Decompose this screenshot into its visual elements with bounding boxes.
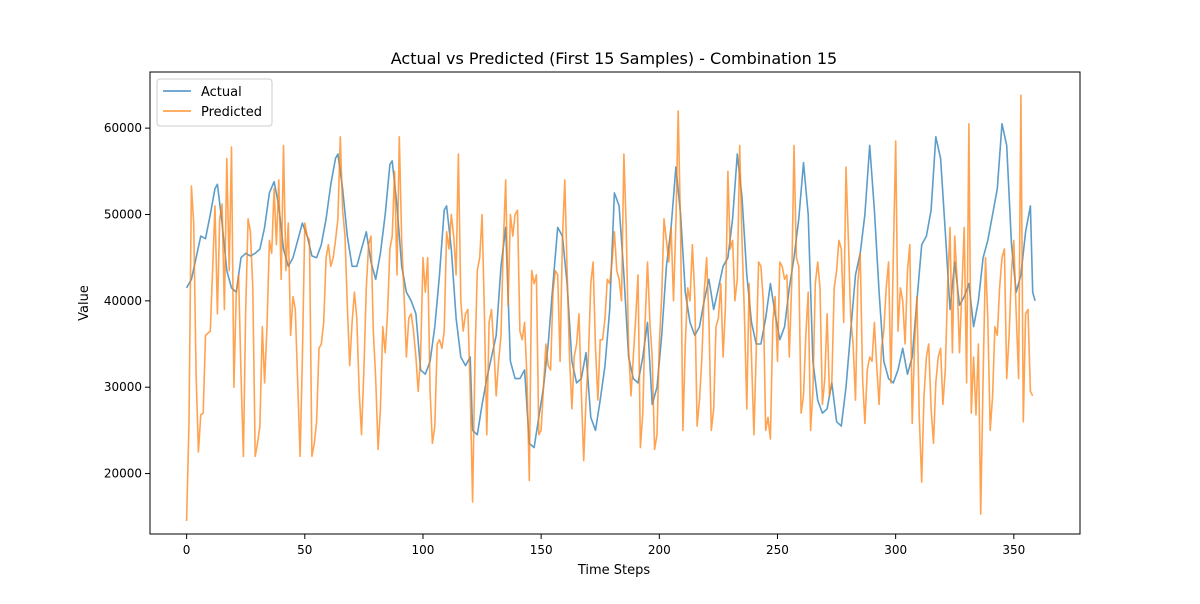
legend-label-predicted: Predicted [201, 105, 262, 120]
plot-frame [149, 71, 1081, 535]
plot-area [185, 94, 1036, 522]
x-tick-label: 0 [183, 543, 191, 557]
y-axis: 20000 30000 40000 50000 60000 [104, 121, 150, 481]
y-axis-label: Value [77, 285, 92, 321]
y-tick-label: 40000 [104, 294, 142, 308]
legend-label-actual: Actual [201, 85, 242, 100]
x-axis: 0 50 100 150 200 250 300 350 [183, 534, 1025, 557]
x-tick-label: 350 [1002, 543, 1025, 557]
x-tick-label: 150 [530, 543, 553, 557]
x-tick-label: 300 [884, 543, 907, 557]
x-tick-label: 50 [297, 543, 312, 557]
y-tick-label: 30000 [104, 380, 142, 394]
x-tick-label: 250 [766, 543, 789, 557]
chart-title: Actual vs Predicted (First 15 Samples) -… [391, 49, 837, 68]
x-tick-label: 200 [648, 543, 671, 557]
x-tick-label: 100 [412, 543, 435, 557]
y-tick-label: 20000 [104, 467, 142, 481]
y-tick-label: 60000 [104, 121, 142, 135]
series-line-predicted [185, 94, 1034, 522]
x-axis-label: Time Steps [577, 563, 651, 578]
y-tick-label: 50000 [104, 207, 142, 221]
legend: Actual Predicted [156, 78, 273, 127]
series-line-actual [185, 123, 1036, 449]
